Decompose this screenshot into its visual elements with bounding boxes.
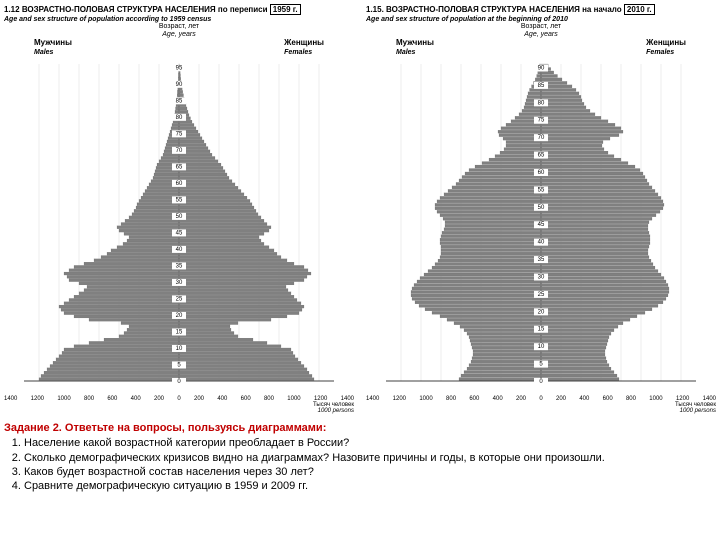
- task-q1: Население какой возрастной категории пре…: [24, 436, 716, 450]
- males-label-2010: МужчиныMales: [396, 38, 434, 56]
- pyramid-svg-2010: 051015202530354045505560657075808590: [366, 56, 716, 396]
- subtitle-1959: Age and sex structure of population acco…: [4, 16, 354, 23]
- svg-text:30: 30: [176, 280, 183, 286]
- task-q2: Сколько демографических кризисов видно н…: [24, 451, 716, 465]
- svg-text:85: 85: [176, 99, 183, 105]
- svg-text:10: 10: [176, 346, 183, 352]
- svg-text:20: 20: [176, 313, 183, 319]
- svg-text:85: 85: [538, 83, 545, 89]
- svg-text:45: 45: [538, 223, 545, 229]
- svg-text:10: 10: [538, 345, 545, 351]
- svg-text:30: 30: [538, 275, 545, 281]
- age-axis-label-1959: Возраст, летAge, years: [4, 23, 354, 38]
- svg-text:95: 95: [176, 66, 183, 72]
- svg-text:70: 70: [538, 136, 545, 142]
- svg-text:20: 20: [538, 310, 545, 316]
- x-caption-2010: Тысяч человек1000 persons: [366, 402, 716, 414]
- svg-text:55: 55: [538, 188, 545, 194]
- svg-text:70: 70: [176, 148, 183, 154]
- svg-text:25: 25: [538, 292, 545, 298]
- pyramid-2010: 1.15. ВОЗРАСТНО-ПОЛОВАЯ СТРУКТУРА НАСЕЛЕ…: [366, 4, 716, 414]
- pyramid-svg-1959: 05101520253035404550556065707580859095: [4, 56, 354, 396]
- year-box-2010: 2010 г.: [624, 4, 655, 15]
- title-1959: 1.12 ВОЗРАСТНО-ПОЛОВАЯ СТРУКТУРА НАСЕЛЕН…: [4, 4, 354, 15]
- svg-text:75: 75: [538, 118, 545, 124]
- svg-text:60: 60: [176, 181, 183, 187]
- svg-text:80: 80: [176, 115, 183, 121]
- svg-text:55: 55: [176, 198, 183, 204]
- svg-text:25: 25: [176, 297, 183, 303]
- svg-text:15: 15: [176, 330, 183, 336]
- svg-text:35: 35: [538, 257, 545, 263]
- svg-text:80: 80: [538, 101, 545, 107]
- task-heading: Задание 2. Ответьте на вопросы, пользуяс…: [4, 422, 716, 434]
- svg-text:15: 15: [538, 327, 545, 333]
- task-q3: Каков будет возрастной состав населения …: [24, 465, 716, 479]
- svg-text:65: 65: [176, 165, 183, 171]
- svg-text:40: 40: [538, 240, 545, 246]
- females-label-2010: ЖенщиныFemales: [646, 38, 686, 56]
- svg-text:90: 90: [538, 66, 545, 72]
- age-axis-label-2010: Возраст, летAge, years: [366, 23, 716, 38]
- svg-text:65: 65: [538, 153, 545, 159]
- x-caption-1959: Тысяч человек1000 persons: [4, 402, 354, 414]
- svg-text:60: 60: [538, 170, 545, 176]
- task-block: Задание 2. Ответьте на вопросы, пользуяс…: [4, 422, 716, 493]
- svg-text:45: 45: [176, 231, 183, 237]
- year-box-1959: 1959 г.: [270, 4, 301, 15]
- title-2010: 1.15. ВОЗРАСТНО-ПОЛОВАЯ СТРУКТУРА НАСЕЛЕ…: [366, 4, 716, 15]
- svg-text:90: 90: [176, 82, 183, 88]
- svg-text:35: 35: [176, 264, 183, 270]
- task-q4: Сравните демографическую ситуацию в 1959…: [24, 479, 716, 493]
- males-label-1959: МужчиныMales: [34, 38, 72, 56]
- svg-text:40: 40: [176, 247, 183, 253]
- svg-text:50: 50: [538, 205, 545, 211]
- subtitle-2010: Age and sex structure of population at t…: [366, 16, 716, 23]
- svg-text:50: 50: [176, 214, 183, 220]
- svg-text:75: 75: [176, 132, 183, 138]
- pyramid-1959: 1.12 ВОЗРАСТНО-ПОЛОВАЯ СТРУКТУРА НАСЕЛЕН…: [4, 4, 354, 414]
- females-label-1959: ЖенщиныFemales: [284, 38, 324, 56]
